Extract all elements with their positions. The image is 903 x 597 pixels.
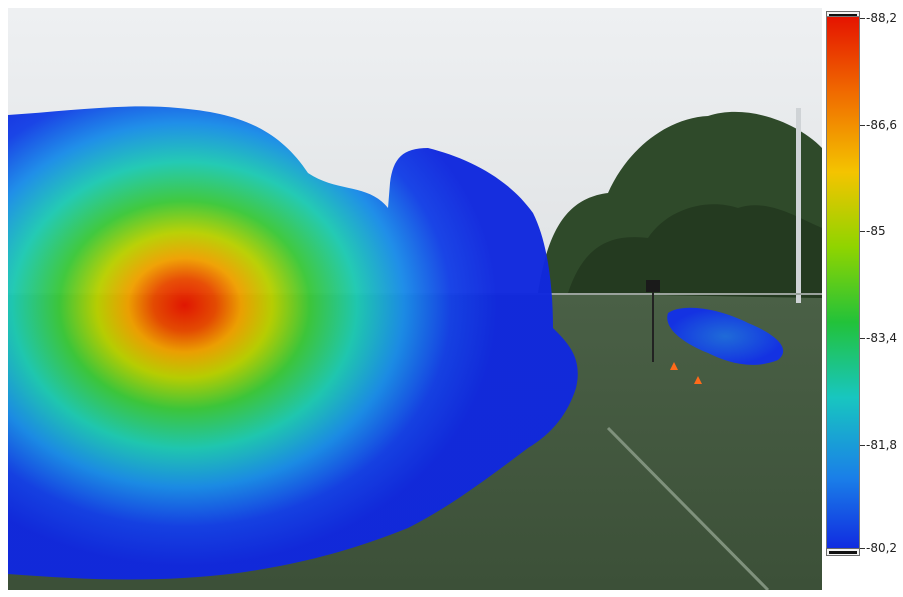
colorbar-tick-label: -88,2 — [866, 11, 898, 25]
colorbar-min-handle[interactable] — [826, 548, 860, 556]
colorbar-tick-mark — [860, 125, 865, 126]
colorbar-tick-label: -85 — [866, 224, 886, 238]
colorbar-tick-mark — [860, 445, 865, 446]
colorbar-tick-label: -83,4 — [866, 331, 898, 345]
heatmap-overlay-image — [8, 8, 822, 590]
colorbar-tick-mark — [860, 231, 865, 232]
colorbar-tick-mark — [860, 18, 865, 19]
colorbar-tick-label: -81,8 — [866, 438, 898, 452]
colorbar-tick-mark — [860, 338, 865, 339]
colorbar-tick-label: -86,6 — [866, 118, 898, 132]
colorbar-tick-mark — [860, 548, 865, 549]
colorbar-tick-label: -80,2 — [866, 541, 898, 555]
color-gradient-bar — [826, 16, 860, 554]
heatmap-camera-view — [8, 8, 822, 590]
color-scale-legend: -88,2 -86,6 -85 -83,4 -81,8 -80,2 — [824, 8, 903, 590]
